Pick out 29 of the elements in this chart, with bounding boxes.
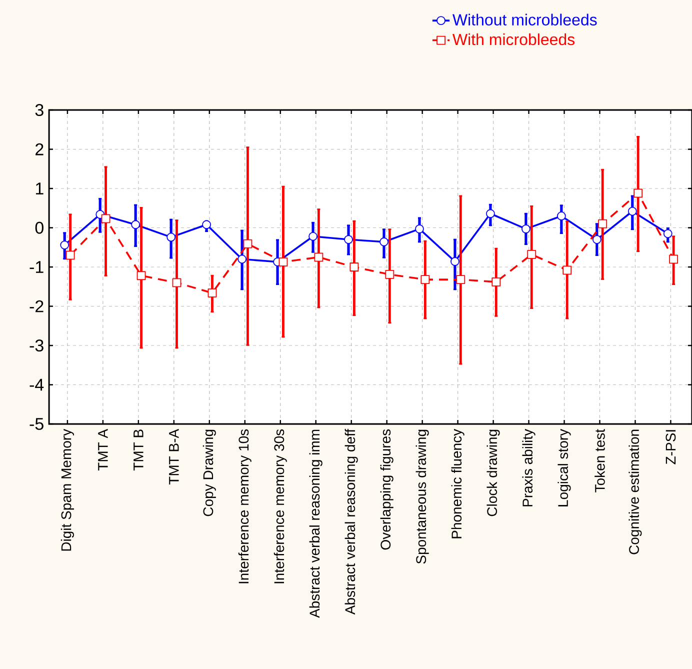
y-tick-label: -3 <box>30 339 44 352</box>
y-tick-label: 1 <box>36 182 44 194</box>
x-tick-label: Cognitive estimation <box>628 430 642 554</box>
y-tick-label: 3 <box>35 104 44 116</box>
x-tick-label: Interference memory 30s <box>274 429 287 584</box>
y-tick-label: -5 <box>30 418 44 430</box>
x-tick-label: TMT B-A <box>169 428 179 485</box>
x-tick-label: TMT A <box>98 428 108 471</box>
x-tick-label: Overlapping figures <box>380 429 394 550</box>
x-tick-label: Abstract verbal reasoning imm <box>309 430 322 618</box>
x-tick-label: Token test <box>594 428 605 492</box>
x-tick-label: Interference memory 10s <box>238 429 252 584</box>
x-tick-label: Phonemic fluency <box>451 428 464 538</box>
legend-label: Without microbleeds <box>452 14 597 26</box>
x-tick-label: Logical story <box>558 428 571 506</box>
x-tick-label: Praxis ability <box>522 428 536 506</box>
x-tick-label: Abstract verbal reasoning deff <box>344 428 358 615</box>
y-tick-label: 2 <box>36 143 44 156</box>
x-tick-label: Clock drawing <box>486 430 500 516</box>
legend-label: With microbleeds <box>452 33 575 46</box>
x-tick-label: TMT B <box>134 430 144 471</box>
x-tick-label: Z-PSI <box>666 430 676 464</box>
y-tick-label: -4 <box>30 378 44 391</box>
x-tick-label: Digit Spam Memory <box>60 428 74 551</box>
y-tick-label: 0 <box>35 222 44 234</box>
x-tick-label: Spontaneous drawing <box>416 430 429 564</box>
y-tick-label: -2 <box>30 300 44 312</box>
x-tick-label: Copy Drawing <box>202 430 216 516</box>
y-tick-label: -1 <box>30 261 44 273</box>
